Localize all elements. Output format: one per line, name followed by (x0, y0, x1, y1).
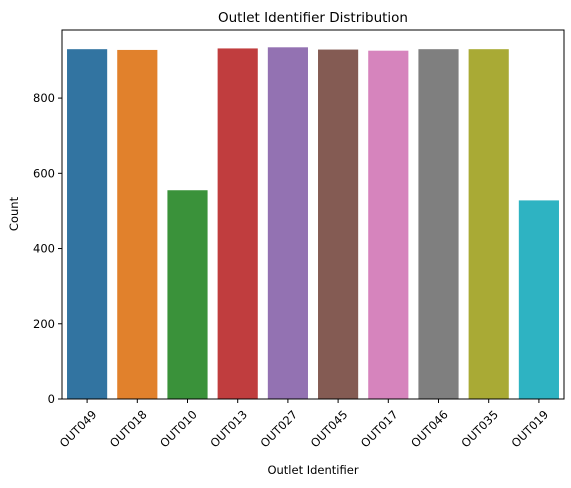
x-tick-label: OUT013 (207, 407, 250, 450)
bar-out049 (67, 49, 108, 400)
bar-out027 (267, 47, 308, 399)
x-tick-label: OUT035 (458, 407, 501, 450)
bar-out046 (418, 49, 459, 400)
plot-frame (61, 29, 565, 400)
y-tick-label: 0 (48, 392, 55, 406)
x-tick-label: OUT017 (358, 407, 401, 450)
x-axis-label: Outlet Identifier (267, 463, 358, 477)
x-tick-label: OUT010 (157, 407, 200, 450)
bar-out018 (117, 49, 158, 399)
x-tick-label: OUT027 (257, 407, 300, 450)
bar-out013 (217, 48, 258, 400)
x-tick-label: OUT019 (508, 407, 551, 450)
x-tick-label: OUT046 (408, 407, 451, 450)
bar-out017 (368, 50, 409, 399)
bar-out019 (518, 200, 559, 399)
bars-group (67, 47, 559, 400)
y-tick-label: 200 (33, 317, 55, 331)
x-tick-label: OUT045 (308, 407, 351, 450)
y-tick-label: 600 (33, 166, 55, 180)
x-tick-label: OUT018 (107, 407, 150, 450)
bar-out010 (167, 190, 208, 399)
bar-out045 (318, 49, 359, 399)
y-axis: 0 200 400 600 800 (33, 91, 62, 406)
y-tick-label: 400 (33, 242, 55, 256)
x-axis: OUT049 OUT018 OUT010 OUT013 OUT027 OUT045 OUT0… (57, 399, 551, 450)
x-tick-label: OUT049 (57, 407, 100, 450)
chart-title: Outlet Identifier Distribution (218, 10, 408, 26)
y-axis-label: Count (7, 196, 21, 231)
y-tick-label: 800 (33, 91, 55, 105)
bar-out035 (468, 49, 509, 400)
